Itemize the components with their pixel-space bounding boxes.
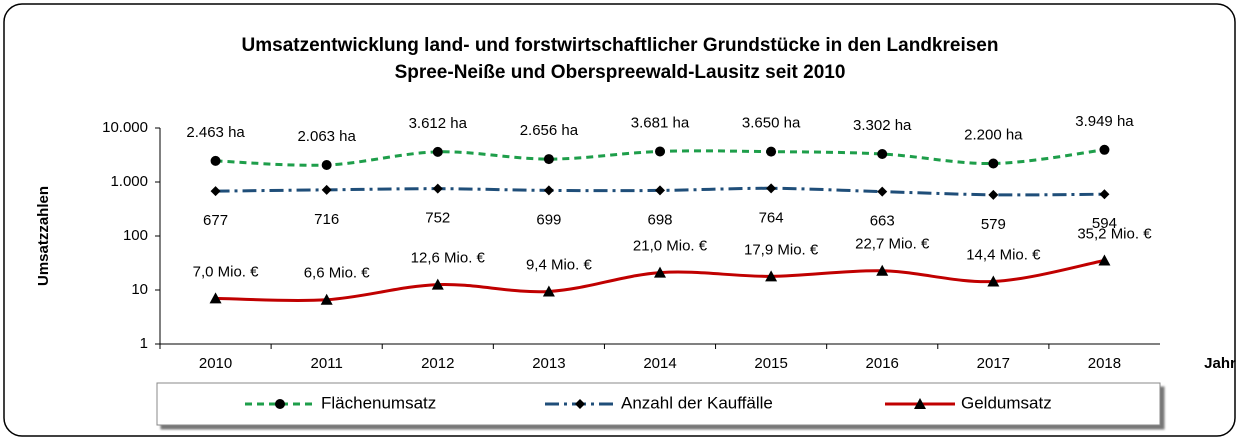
x-tick-label: 2012 xyxy=(421,355,454,372)
data-label: 3.612 ha xyxy=(409,115,468,132)
marker xyxy=(987,275,1000,287)
data-label: 3.650 ha xyxy=(742,115,801,132)
x-tick-label: 2011 xyxy=(311,355,343,372)
x-tick-label: 2018 xyxy=(1088,355,1121,372)
marker xyxy=(914,398,926,409)
legend-label: Anzahl der Kauffälle xyxy=(621,393,773,412)
x-tick-label: 2017 xyxy=(977,355,1010,372)
marker xyxy=(321,160,332,171)
marker xyxy=(876,264,889,276)
x-tick-label: 2013 xyxy=(532,355,565,372)
data-label: 3.681 ha xyxy=(631,114,690,131)
marker xyxy=(877,186,888,197)
data-label: 2.200 ha xyxy=(964,126,1023,143)
marker xyxy=(320,293,333,305)
data-label: 579 xyxy=(981,216,1006,233)
legend-label: Flächenumsatz xyxy=(321,393,436,412)
data-label: 35,2 Mio. € xyxy=(1077,225,1152,242)
marker xyxy=(655,185,665,196)
marker xyxy=(432,183,443,194)
data-label: 12,6 Mio. € xyxy=(411,250,486,267)
marker xyxy=(210,155,221,166)
marker xyxy=(766,146,777,157)
data-label: 663 xyxy=(870,213,895,230)
x-tick-label: 2010 xyxy=(199,355,232,372)
data-label: 6,6 Mio. € xyxy=(304,265,371,282)
marker xyxy=(988,158,999,169)
data-label: 9,4 Mio. € xyxy=(526,256,593,273)
data-label: 764 xyxy=(759,209,784,226)
marker xyxy=(1099,144,1110,155)
marker xyxy=(543,154,554,165)
data-label: 752 xyxy=(425,210,450,227)
y-tick-label: 1 xyxy=(140,335,148,352)
data-label: 17,9 Mio. € xyxy=(744,241,819,258)
data-label: 3.949 ha xyxy=(1075,113,1134,130)
y-tick-label: 1.000 xyxy=(110,173,148,190)
legend-box xyxy=(156,382,1161,426)
marker xyxy=(543,185,554,196)
data-label: 677 xyxy=(203,212,228,229)
chart-subtitle: Spree-Neiße und Oberspreewald-Lausitz se… xyxy=(395,62,846,83)
data-label: 22,7 Mio. € xyxy=(855,236,930,253)
marker xyxy=(431,278,444,290)
marker xyxy=(655,146,665,157)
marker xyxy=(575,399,585,409)
marker xyxy=(210,186,221,197)
data-label: 2.463 ha xyxy=(186,124,245,141)
x-tick-label: 2016 xyxy=(866,355,899,372)
marker xyxy=(654,266,666,278)
y-tick-label: 10.000 xyxy=(102,119,148,136)
marker xyxy=(765,270,778,282)
marker xyxy=(1099,189,1110,200)
data-label: 21,0 Mio. € xyxy=(633,238,708,255)
x-axis-label: Jahr xyxy=(1204,355,1236,372)
marker xyxy=(542,285,555,297)
marker xyxy=(275,399,285,409)
data-label: 2.656 ha xyxy=(520,122,579,139)
marker xyxy=(432,146,443,157)
marker xyxy=(988,189,999,200)
marker xyxy=(1098,254,1111,266)
marker xyxy=(766,183,777,194)
data-label: 699 xyxy=(536,211,561,228)
y-axis-label: Umsatzzahlen xyxy=(35,186,52,286)
data-label: 594 xyxy=(1092,215,1117,232)
marker xyxy=(877,148,888,159)
chart-title: Umsatzentwicklung land- und forstwirtsch… xyxy=(242,35,999,56)
data-label: 14,4 Mio. € xyxy=(966,246,1041,263)
marker xyxy=(209,292,222,304)
data-label: 716 xyxy=(314,211,339,228)
y-tick-label: 100 xyxy=(123,227,148,244)
data-label: 3.302 ha xyxy=(853,117,912,134)
x-tick-label: 2015 xyxy=(754,355,787,372)
data-label: 7,0 Mio. € xyxy=(193,263,260,280)
frame xyxy=(3,3,1236,437)
legend-label: Geldumsatz xyxy=(961,393,1052,412)
x-tick-label: 2014 xyxy=(643,355,676,372)
y-tick-label: 10 xyxy=(131,281,148,298)
data-label: 2.063 ha xyxy=(297,128,356,145)
marker xyxy=(321,184,332,195)
data-label: 698 xyxy=(647,211,672,228)
